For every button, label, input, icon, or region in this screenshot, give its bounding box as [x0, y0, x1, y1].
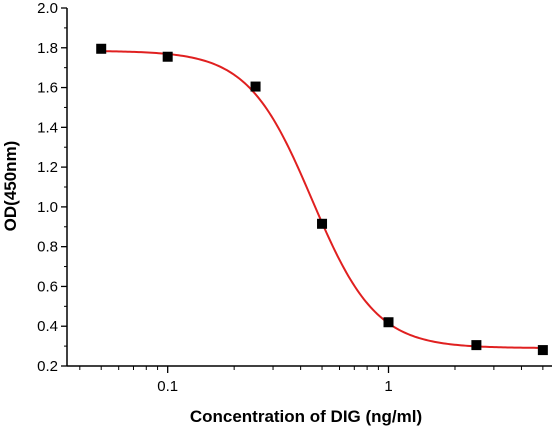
y-tick-label: 0.6 — [37, 278, 58, 295]
y-axis-title: OD(450nm) — [1, 141, 20, 232]
y-axis: 0.2 0.4 0.6 0.8 1.0 1.2 1.4 1.6 1.8 2.0 — [37, 0, 68, 375]
x-tick-label: 0.1 — [157, 378, 178, 395]
y-tick-label: 0.2 — [37, 358, 58, 375]
y-tick-label: 1.8 — [37, 40, 58, 57]
x-axis-title: Concentration of DIG (ng/ml) — [190, 407, 422, 426]
data-point — [162, 51, 173, 62]
data-point — [537, 345, 548, 356]
y-tick-label: 2.0 — [37, 0, 58, 17]
fit-curve-layer — [101, 50, 543, 349]
y-tick-label: 1.0 — [37, 199, 58, 216]
y-tick-label: 0.8 — [37, 239, 58, 256]
data-point — [250, 81, 261, 92]
x-axis: 0.1 1 — [67, 365, 552, 395]
data-point — [471, 340, 482, 351]
fit-curve — [101, 50, 543, 349]
data-point — [317, 218, 328, 229]
data-point — [383, 317, 394, 328]
y-tick-label: 0.4 — [37, 318, 58, 335]
y-tick-label: 1.4 — [37, 119, 58, 136]
data-points-layer — [96, 43, 548, 356]
y-tick-label: 1.6 — [37, 80, 58, 97]
data-point — [96, 43, 107, 54]
y-tick-label: 1.2 — [37, 159, 58, 176]
x-tick-label: 1 — [384, 378, 392, 395]
